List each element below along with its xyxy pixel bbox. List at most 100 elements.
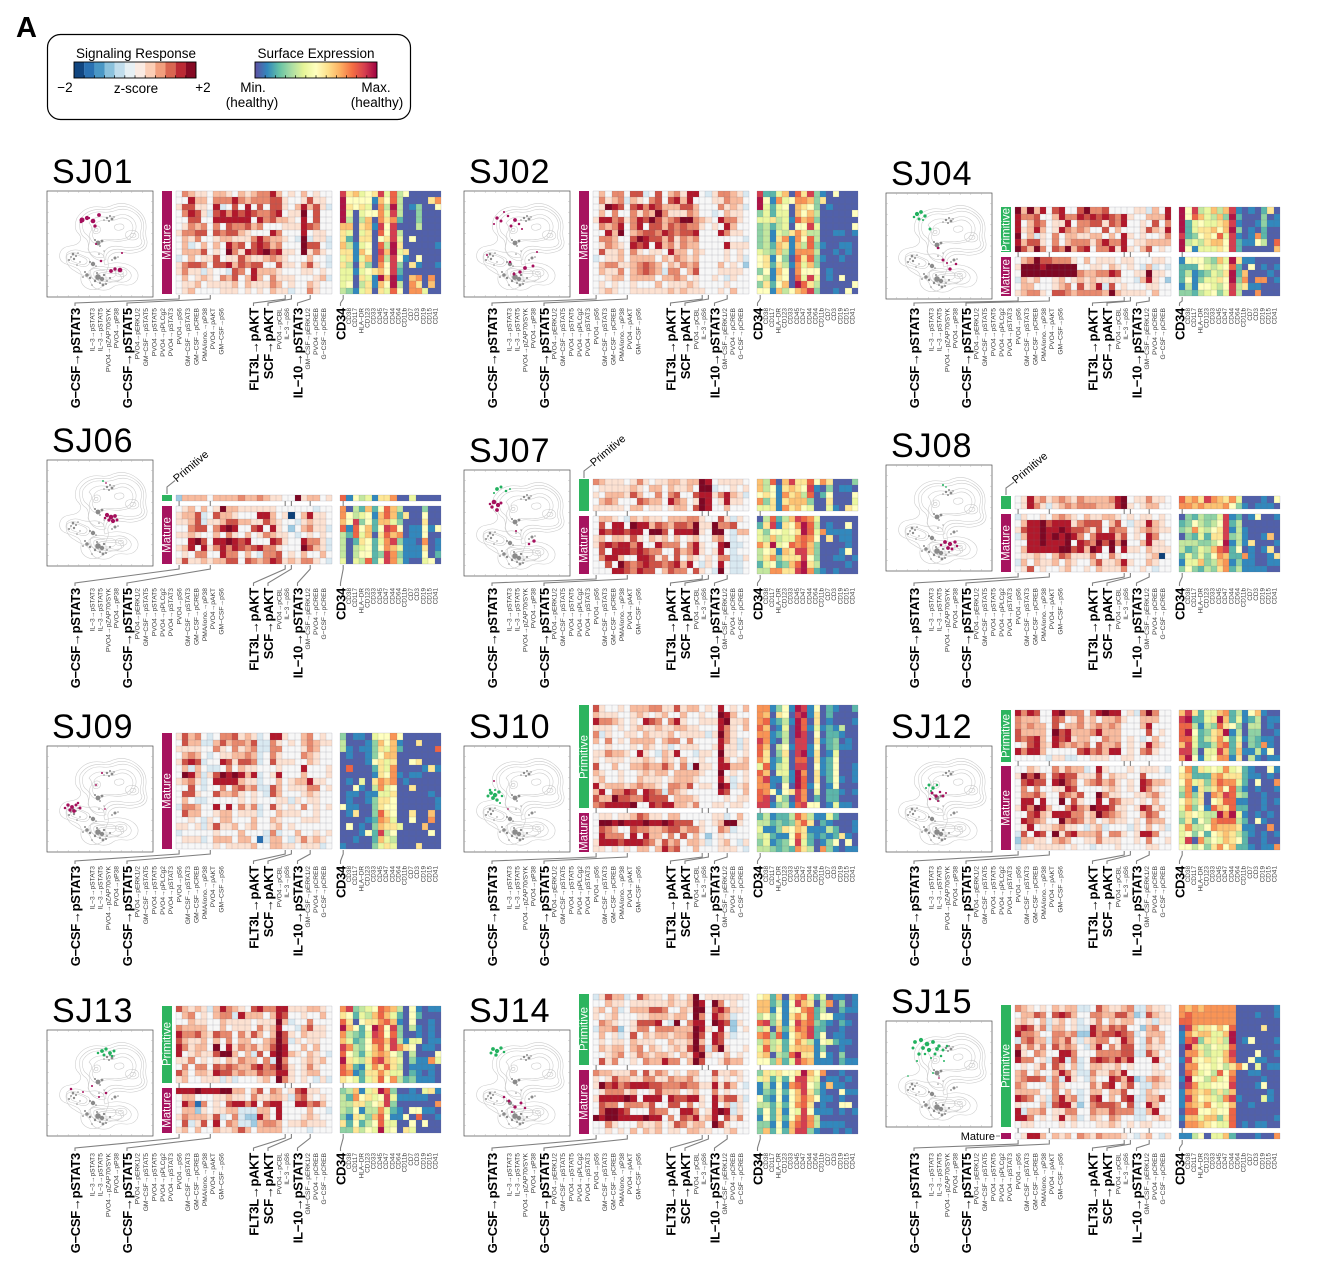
svg-text:PVO4→pSTAT5: PVO4→pSTAT5 (568, 1153, 575, 1201)
svg-text:CD44: CD44 (389, 308, 396, 325)
svg-text:IL−3→pS6: IL−3→pS6 (284, 1153, 291, 1185)
svg-text:PVO4→pAKT: PVO4→pAKT (1049, 308, 1056, 349)
svg-text:G−CSF→pSTAT3: G−CSF→pSTAT3 (485, 1153, 500, 1253)
svg-text:PMA/iono.→pP38: PMA/iono.→pP38 (202, 308, 209, 361)
svg-text:FLT3L→pAKT: FLT3L→pAKT (246, 866, 261, 949)
svg-text:GM−CSF→pERK1/2: GM−CSF→pERK1/2 (1144, 866, 1151, 928)
svg-text:PVO4→pSTAT3: PVO4→pSTAT3 (168, 308, 175, 356)
svg-text:PVO4→pERK1/2: PVO4→pERK1/2 (135, 588, 142, 640)
svg-text:IL−10→pSTAT3: IL−10→pSTAT3 (290, 1153, 305, 1243)
svg-text:GM−CSF→pSTAT5: GM−CSF→pSTAT5 (143, 866, 150, 925)
svg-text:PVO4→pP38: PVO4→pP38 (953, 866, 960, 906)
svg-text:CD41: CD41 (850, 308, 857, 325)
svg-text:CD117: CD117 (352, 866, 359, 886)
svg-text:CD3: CD3 (414, 588, 421, 601)
svg-text:IL−3→pS6: IL−3→pS6 (284, 308, 291, 340)
svg-text:CD64: CD64 (396, 308, 403, 325)
svg-text:CD45: CD45 (1216, 308, 1223, 325)
svg-text:GM−CSF→pSTAT5: GM−CSF→pSTAT5 (143, 1153, 150, 1212)
svg-text:G−CSF→pSTAT5: G−CSF→pSTAT5 (959, 1153, 974, 1253)
svg-text:G−CSF→pCREB: G−CSF→pCREB (738, 587, 745, 639)
svg-text:G−CSF→pCREB: G−CSF→pCREB (1160, 587, 1167, 639)
svg-text:CD123: CD123 (782, 866, 789, 886)
svg-text:GM−CSF→pS6: GM−CSF→pS6 (636, 866, 643, 913)
svg-text:PVO4→pZAP70/SYK: PVO4→pZAP70/SYK (945, 865, 952, 929)
svg-text:PVO4→pSTAT5: PVO4→pSTAT5 (151, 1153, 158, 1201)
svg-text:SJ06: SJ06 (52, 422, 134, 460)
svg-text:PVO4→pCBL: PVO4→pCBL (277, 866, 284, 908)
svg-text:PMA/iono.→pP38: PMA/iono.→pP38 (619, 308, 626, 361)
svg-text:PVO4→pERK1/2: PVO4→pERK1/2 (974, 1153, 981, 1205)
svg-text:G−CSF→pCREB: G−CSF→pCREB (321, 587, 328, 639)
svg-text:CD3: CD3 (1253, 308, 1260, 321)
svg-text:SJ14: SJ14 (469, 992, 551, 1030)
svg-text:CD47: CD47 (383, 866, 390, 883)
svg-text:CD34: CD34 (1172, 307, 1187, 340)
svg-text:Mature: Mature (162, 773, 174, 809)
svg-text:CD33: CD33 (371, 1153, 378, 1170)
svg-text:CD7: CD7 (825, 588, 832, 601)
svg-text:IL−3→pS6: IL−3→pS6 (1123, 588, 1130, 620)
svg-text:CD3: CD3 (414, 1153, 421, 1166)
svg-text:G−CSF→pCREB: G−CSF→pCREB (738, 865, 745, 917)
svg-text:G−CSF→pSTAT5: G−CSF→pSTAT5 (120, 588, 135, 688)
svg-text:GM−CSF→pSTAT5: GM−CSF→pSTAT5 (560, 1153, 567, 1212)
svg-text:GM−CSF→pS6: GM−CSF→pS6 (219, 588, 226, 635)
svg-text:SJ08: SJ08 (891, 427, 973, 465)
svg-text:GM−CSF→pERK1/2: GM−CSF→pERK1/2 (1144, 588, 1151, 650)
svg-text:PVO4→pAKT: PVO4→pAKT (627, 1153, 634, 1194)
svg-text:IL−3→pS6: IL−3→pS6 (1123, 866, 1130, 898)
svg-text:IL−10→pSTAT3: IL−10→pSTAT3 (707, 1153, 722, 1243)
svg-text:CD19: CD19 (837, 588, 844, 605)
svg-text:GM−CSF→pS6: GM−CSF→pS6 (636, 588, 643, 635)
svg-text:CD123: CD123 (365, 866, 372, 886)
svg-text:GM−CSF→pS6: GM−CSF→pS6 (219, 1153, 226, 1200)
svg-text:PVO4→pSTAT3: PVO4→pSTAT3 (1007, 866, 1014, 914)
svg-text:CD33: CD33 (371, 588, 378, 605)
svg-text:IL−3→pSTAT5: IL−3→pSTAT5 (515, 866, 522, 910)
svg-text:PVO4→pCREB: PVO4→pCREB (730, 1152, 737, 1199)
svg-text:HLA−DR: HLA−DR (358, 866, 365, 892)
svg-text:CD45: CD45 (1216, 588, 1223, 605)
svg-text:CD47: CD47 (1222, 308, 1229, 325)
svg-text:PVO4→pCREB: PVO4→pCREB (730, 865, 737, 912)
svg-text:CD3: CD3 (414, 308, 421, 321)
svg-text:PVO4→pS6: PVO4→pS6 (594, 866, 601, 903)
svg-text:PVO4→pERK1/2: PVO4→pERK1/2 (135, 866, 142, 918)
svg-text:SCF→pAKT: SCF→pAKT (678, 308, 693, 380)
svg-text:G−CSF→pSTAT5: G−CSF→pSTAT5 (120, 308, 135, 408)
svg-text:IL−10→pSTAT3: IL−10→pSTAT3 (1129, 866, 1144, 956)
svg-text:GM−CSF→pSTAT3: GM−CSF→pSTAT3 (602, 866, 609, 925)
svg-text:(healthy): (healthy) (351, 95, 404, 110)
svg-text:CD19: CD19 (420, 588, 427, 605)
svg-text:PVO4→pCBL: PVO4→pCBL (1116, 866, 1123, 908)
svg-text:CD123: CD123 (365, 588, 372, 608)
svg-text:Mature: Mature (1001, 259, 1013, 295)
svg-text:PVO4→pERK1/2: PVO4→pERK1/2 (552, 588, 559, 640)
svg-text:PVO4→pCREB: PVO4→pCREB (730, 307, 737, 354)
svg-text:Mature: Mature (579, 1084, 591, 1120)
svg-text:G−CSF→pSTAT3: G−CSF→pSTAT3 (907, 1153, 922, 1253)
svg-text:CD47: CD47 (1222, 588, 1229, 605)
svg-text:CD64: CD64 (396, 588, 403, 605)
svg-text:CD123: CD123 (782, 588, 789, 608)
svg-text:PVO4→pZAP70/SYK: PVO4→pZAP70/SYK (106, 865, 113, 929)
svg-text:IL−10→pSTAT3: IL−10→pSTAT3 (707, 866, 722, 956)
svg-text:PMA/iono.→pP38: PMA/iono.→pP38 (1041, 308, 1048, 361)
svg-text:G−CSF→pSTAT3: G−CSF→pSTAT3 (907, 588, 922, 688)
svg-text:GM−CSF→pS6: GM−CSF→pS6 (636, 308, 643, 355)
svg-text:FLT3L→pAKT: FLT3L→pAKT (663, 588, 678, 671)
svg-text:HLA−DR: HLA−DR (358, 588, 365, 614)
svg-text:CD117: CD117 (352, 308, 359, 328)
svg-text:FLT3L→pAKT: FLT3L→pAKT (246, 588, 261, 671)
svg-text:CD44: CD44 (1228, 308, 1235, 325)
svg-text:CD47: CD47 (800, 866, 807, 883)
svg-text:PVO4→pCREB: PVO4→pCREB (1152, 1152, 1159, 1199)
svg-text:PVO4→pAKT: PVO4→pAKT (210, 866, 217, 907)
svg-text:CD41: CD41 (433, 308, 440, 325)
svg-text:GM−CSF→pS6: GM−CSF→pS6 (219, 308, 226, 355)
svg-text:CD47: CD47 (1222, 866, 1229, 883)
svg-text:CD44: CD44 (389, 588, 396, 605)
svg-text:PVO4→pCBL: PVO4→pCBL (277, 588, 284, 630)
svg-text:IL−3→pS6: IL−3→pS6 (701, 588, 708, 620)
